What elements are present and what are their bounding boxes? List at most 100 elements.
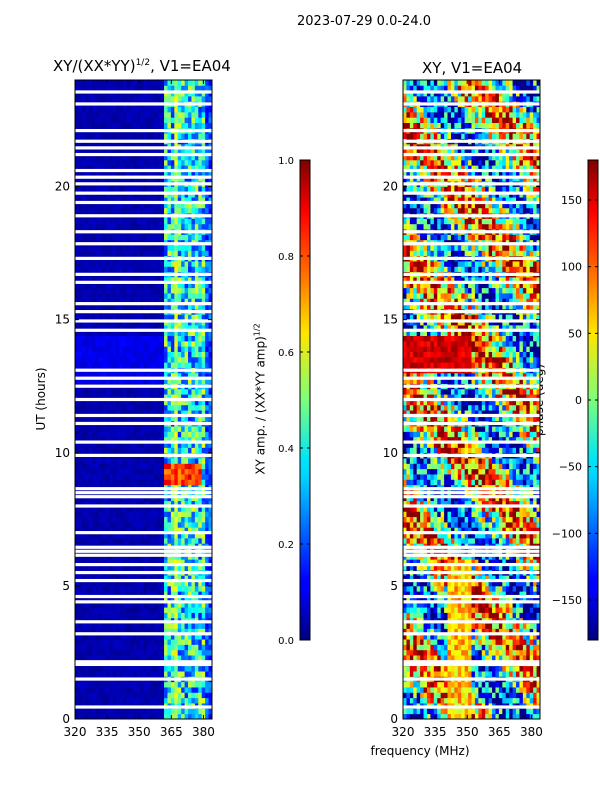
- left-heatmap-cell: [133, 404, 138, 411]
- left-heatmap-cell: [98, 607, 103, 613]
- left-heatmap-cell: [112, 436, 117, 443]
- left-heatmap-cell: [116, 207, 120, 214]
- left-heatmap-cell: [102, 708, 107, 715]
- left-heatmap-cell: [181, 404, 185, 411]
- left-heatmap-cell: [116, 612, 120, 619]
- left-heatmap-cell: [133, 95, 138, 102]
- left-heatmap-cell: [194, 410, 199, 416]
- left-heatmap-cell: [98, 697, 103, 704]
- left-heatmap-cell: [102, 506, 107, 512]
- left-heatmap-cell: [133, 261, 138, 267]
- left-heatmap-cell: [112, 111, 117, 118]
- left-heatmap-cell: [150, 324, 155, 331]
- left-heatmap-cell: [143, 80, 148, 86]
- left-heatmap-cell: [98, 95, 103, 102]
- left-heatmap-cell: [157, 575, 162, 581]
- left-heatmap-cell: [184, 458, 189, 464]
- left-heatmap-cell: [102, 601, 107, 608]
- left-heatmap-cell: [157, 447, 162, 454]
- left-heatmap-cell: [201, 223, 206, 230]
- left-heatmap-cell: [105, 356, 110, 363]
- left-heatmap-cell: [153, 95, 158, 102]
- left-heatmap-cell: [88, 149, 93, 155]
- left-heatmap-cell: [102, 378, 107, 384]
- left-heatmap-cell: [92, 431, 96, 438]
- left-heatmap-cell: [112, 117, 117, 123]
- right-heatmap-cell: [447, 713, 452, 719]
- left-heatmap-cell: [208, 154, 212, 161]
- left-heatmap-cell: [191, 649, 196, 656]
- left-heatmap-cell: [126, 394, 131, 400]
- left-heatmap-cell: [105, 324, 110, 331]
- left-heatmap-cell: [105, 266, 110, 273]
- left-heatmap-cell: [153, 458, 158, 464]
- left-heatmap-cell: [146, 564, 151, 571]
- left-heatmap-cell: [119, 607, 124, 613]
- left-heatmap-cell: [150, 479, 155, 486]
- left-heatmap-cell: [153, 372, 158, 379]
- left-heatmap-cell: [184, 532, 189, 539]
- left-heatmap-cell: [146, 372, 151, 379]
- left-heatmap-cell: [98, 559, 103, 565]
- left-heatmap-cell: [194, 85, 199, 92]
- left-heatmap-cell: [102, 527, 107, 534]
- left-heatmap-cell: [112, 463, 117, 470]
- left-heatmap-cell: [174, 463, 179, 470]
- left-heatmap-cell: [188, 117, 192, 123]
- left-heatmap-cell: [208, 665, 212, 672]
- left-heatmap-cell: [140, 436, 144, 443]
- left-heatmap-cell: [85, 479, 90, 486]
- left-heatmap-cell: [92, 234, 96, 241]
- right-heatmap-cell: [457, 708, 462, 715]
- left-heatmap-cell: [205, 149, 209, 155]
- left-heatmap-cell: [201, 95, 206, 102]
- left-heatmap-cell: [146, 580, 151, 587]
- left-heatmap-cell: [170, 218, 175, 225]
- left-heatmap-cell: [188, 463, 192, 470]
- left-heatmap-cell: [122, 218, 127, 225]
- left-heatmap-cell: [88, 628, 93, 635]
- left-heatmap-cell: [181, 442, 185, 448]
- right-heatmap-cell: [426, 697, 431, 704]
- left-data-gap: [75, 168, 212, 173]
- left-heatmap-cell: [198, 261, 203, 267]
- left-heatmap-cell: [133, 186, 138, 193]
- left-heatmap-cell: [102, 415, 107, 422]
- left-heatmap-cell: [81, 218, 86, 225]
- left-heatmap-cell: [177, 250, 182, 257]
- left-heatmap-cell: [140, 537, 144, 544]
- left-heatmap-cell: [140, 692, 144, 699]
- left-heatmap-cell: [105, 351, 110, 358]
- left-heatmap-cell: [170, 165, 175, 171]
- left-heatmap-cell: [105, 633, 110, 640]
- left-data-gap: [75, 677, 212, 681]
- left-heatmap-cell: [85, 351, 90, 358]
- left-heatmap-cell: [194, 266, 199, 273]
- left-heatmap-cell: [98, 335, 103, 342]
- left-heatmap-cell: [122, 298, 127, 305]
- left-heatmap-cell: [174, 399, 179, 406]
- left-heatmap-cell: [140, 346, 144, 352]
- left-heatmap-cell: [92, 681, 96, 688]
- left-heatmap-cell: [150, 442, 155, 448]
- left-heatmap-cell: [109, 410, 114, 416]
- left-heatmap-cell: [133, 585, 138, 592]
- left-heatmap-cell: [170, 293, 175, 299]
- left-heatmap-cell: [184, 261, 189, 267]
- left-heatmap-cell: [143, 95, 148, 102]
- left-heatmap-cell: [191, 447, 196, 454]
- left-heatmap-cell: [188, 468, 192, 475]
- left-heatmap-cell: [119, 95, 124, 102]
- left-heatmap-cell: [109, 335, 114, 342]
- left-heatmap-cell: [164, 596, 168, 603]
- left-heatmap-cell: [143, 521, 148, 528]
- left-heatmap-cell: [157, 378, 162, 384]
- left-heatmap-cell: [129, 713, 134, 719]
- left-heatmap-cell: [194, 388, 199, 395]
- left-heatmap-cell: [177, 596, 182, 603]
- left-heatmap-cell: [81, 154, 86, 161]
- left-heatmap-cell: [153, 537, 158, 544]
- left-heatmap-cell: [126, 447, 131, 454]
- left-heatmap-cell: [75, 85, 79, 92]
- left-heatmap-cell: [136, 564, 141, 571]
